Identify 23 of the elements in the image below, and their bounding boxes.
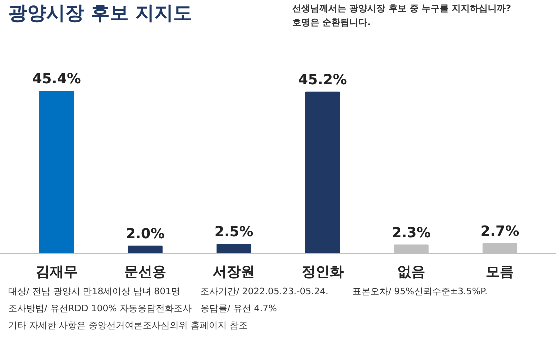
x-tick-label: 서장원 — [213, 264, 256, 280]
data-label: 2.0% — [126, 226, 165, 242]
bar — [305, 92, 340, 254]
data-label: 45.4% — [32, 72, 82, 88]
text: 대상/ 전남 광양시 만18세이상 남녀 801명 — [8, 288, 180, 298]
x-tick-label: 모름 — [486, 264, 514, 280]
text: 응답률/ 유선 4.7% — [200, 304, 278, 314]
data-label: 2.3% — [392, 225, 431, 242]
chart-title: 광양시장 후보 지지도 — [8, 2, 193, 24]
bar — [39, 91, 74, 254]
bar — [216, 244, 252, 254]
text: 기타 자세한 사항은 중앙선거여론조사심의위 홈페이지 참조 — [8, 322, 248, 332]
x-tick-label: 정인화 — [302, 264, 344, 280]
x-tick-label: 없음 — [398, 264, 426, 280]
text: 표본오차/ 95%신뢰수준±3.5%P. — [352, 288, 488, 298]
text: 조사기간/ 2022.05.23.-05.24. — [200, 288, 329, 298]
data-label: 2.5% — [214, 224, 254, 241]
x-tick-label: 김재무 — [36, 264, 78, 280]
x-tick-label: 문선용 — [124, 264, 166, 280]
data-label: 45.2% — [298, 72, 348, 88]
data-label: 2.7% — [480, 224, 520, 240]
chart-subtitle: 선생님께서는 광양시장 후보 중 누구를 지지하십니까? 호명은 순환됩니다. — [292, 4, 512, 28]
text: 조사방법/ 유선RDD 100% 자동응답전화조사 — [8, 304, 192, 314]
